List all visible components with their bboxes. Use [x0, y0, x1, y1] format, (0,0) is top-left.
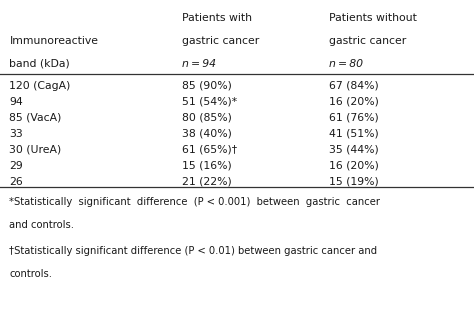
- Text: 33: 33: [9, 129, 23, 139]
- Text: 61 (76%): 61 (76%): [329, 113, 379, 123]
- Text: gastric cancer: gastric cancer: [182, 36, 260, 46]
- Text: 16 (20%): 16 (20%): [329, 161, 379, 171]
- Text: 85 (VacA): 85 (VacA): [9, 113, 62, 123]
- Text: 26: 26: [9, 177, 23, 187]
- Text: 15 (16%): 15 (16%): [182, 161, 232, 171]
- Text: †Statistically significant difference (P < 0.01) between gastric cancer and: †Statistically significant difference (P…: [9, 246, 378, 256]
- Text: 51 (54%)*: 51 (54%)*: [182, 97, 237, 107]
- Text: *Statistically  significant  difference  (P < 0.001)  between  gastric  cancer: *Statistically significant difference (P…: [9, 197, 381, 207]
- Text: Patients without: Patients without: [329, 13, 417, 23]
- Text: 94: 94: [9, 97, 23, 107]
- Text: 35 (44%): 35 (44%): [329, 145, 379, 155]
- Text: Patients with: Patients with: [182, 13, 253, 23]
- Text: gastric cancer: gastric cancer: [329, 36, 407, 46]
- Text: band (kDa): band (kDa): [9, 59, 70, 69]
- Text: 67 (84%): 67 (84%): [329, 81, 379, 91]
- Text: 16 (20%): 16 (20%): [329, 97, 379, 107]
- Text: 30 (UreA): 30 (UreA): [9, 145, 62, 155]
- Text: 41 (51%): 41 (51%): [329, 129, 379, 139]
- Text: 29: 29: [9, 161, 23, 171]
- Text: Immunoreactive: Immunoreactive: [9, 36, 99, 46]
- Text: 21 (22%): 21 (22%): [182, 177, 232, 187]
- Text: 61 (65%)†: 61 (65%)†: [182, 145, 237, 155]
- Text: n = 94: n = 94: [182, 59, 217, 69]
- Text: n = 80: n = 80: [329, 59, 364, 69]
- Text: controls.: controls.: [9, 269, 53, 279]
- Text: 120 (CagA): 120 (CagA): [9, 81, 71, 91]
- Text: 38 (40%): 38 (40%): [182, 129, 232, 139]
- Text: 85 (90%): 85 (90%): [182, 81, 232, 91]
- Text: and controls.: and controls.: [9, 220, 74, 230]
- Text: 80 (85%): 80 (85%): [182, 113, 232, 123]
- Text: 15 (19%): 15 (19%): [329, 177, 379, 187]
